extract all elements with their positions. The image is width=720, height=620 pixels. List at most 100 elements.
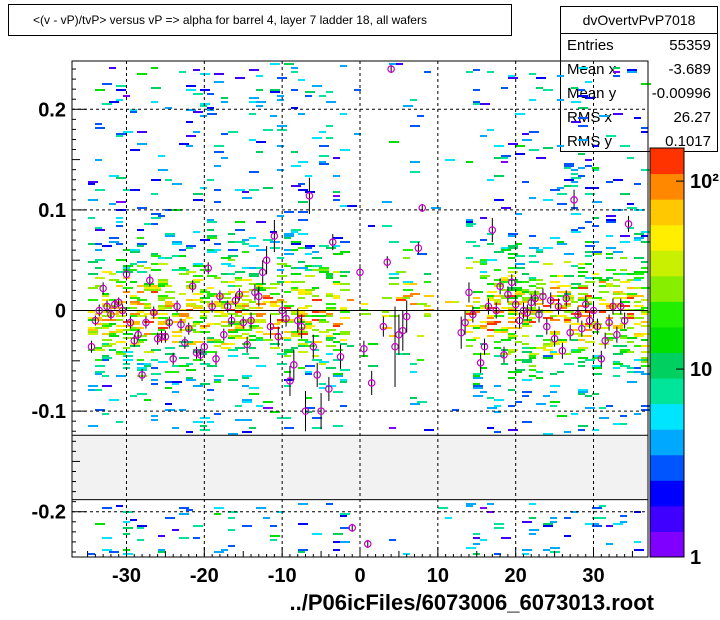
heatmap-cell — [340, 311, 350, 313]
heatmap-cell — [550, 275, 557, 277]
heatmap-cell — [473, 533, 480, 535]
heatmap-cell — [557, 341, 567, 343]
heatmap-cell — [340, 331, 350, 333]
profile-point — [457, 328, 465, 337]
heatmap-cell — [151, 193, 158, 195]
heatmap-cell — [333, 549, 340, 551]
heatmap-cell — [522, 391, 532, 393]
heatmap-cell — [578, 139, 588, 141]
profile-point — [122, 270, 131, 279]
heatmap-cell — [578, 285, 588, 287]
heatmap-cell — [634, 413, 641, 415]
heatmap-cell — [550, 353, 560, 355]
heatmap-cell — [620, 269, 627, 271]
heatmap-cell — [508, 77, 518, 79]
profile-point — [492, 306, 501, 315]
heatmap-cell — [319, 321, 329, 323]
heatmap-cell — [284, 307, 291, 309]
heatmap-cell — [319, 315, 329, 317]
heatmap-cell — [592, 393, 599, 395]
heatmap-cell — [291, 229, 301, 231]
heatmap-cell — [109, 67, 116, 69]
heatmap-cell — [109, 299, 116, 301]
heatmap-cell — [291, 67, 298, 69]
profile-point — [243, 340, 251, 349]
heatmap-cell — [207, 399, 214, 401]
heatmap-cell — [480, 321, 487, 323]
heatmap-cell — [242, 375, 252, 377]
heatmap-cell — [571, 329, 578, 331]
stats-label: Entries — [567, 37, 614, 54]
heatmap-cell — [172, 321, 182, 323]
heatmap-cell — [494, 411, 501, 413]
profile-point — [504, 290, 512, 299]
heatmap-cell — [123, 351, 133, 353]
heatmap-cell — [424, 429, 434, 431]
heatmap-cell — [641, 361, 648, 363]
heatmap-cell — [557, 187, 564, 189]
heatmap-cell — [333, 199, 340, 201]
heatmap-cell — [613, 313, 623, 315]
heatmap-cell — [319, 155, 329, 157]
heatmap-cell — [298, 79, 305, 81]
heatmap-cell — [221, 293, 231, 295]
heatmap-cell — [235, 285, 242, 287]
heatmap-cell — [95, 389, 102, 391]
heatmap-cell — [102, 345, 112, 347]
heatmap-cell — [193, 341, 203, 343]
heatmap-cell — [102, 385, 112, 387]
heatmap-cell — [151, 373, 161, 375]
heatmap-cell — [109, 241, 119, 243]
heatmap-cell — [158, 329, 165, 331]
heatmap-cell — [158, 321, 168, 323]
heatmap-cell — [207, 107, 214, 109]
heatmap-cell — [494, 285, 504, 287]
heatmap-cell — [564, 353, 571, 355]
heatmap-cell — [473, 261, 483, 263]
heatmap-cell — [326, 91, 333, 93]
profile-point — [387, 65, 395, 73]
heatmap-cell — [508, 297, 518, 299]
profile-point — [543, 322, 551, 331]
heatmap-cell — [585, 251, 592, 253]
heatmap-cell — [312, 349, 319, 351]
heatmap-cell — [214, 73, 224, 75]
heatmap-cell — [529, 309, 536, 311]
heatmap-cell — [606, 269, 616, 271]
heatmap-cell — [270, 231, 277, 233]
heatmap-cell — [487, 291, 497, 293]
heatmap-cell — [235, 311, 242, 313]
heatmap-cell — [473, 297, 480, 299]
heatmap-cell — [102, 293, 109, 295]
heatmap-cell — [186, 305, 193, 307]
heatmap-cell — [445, 301, 452, 303]
heatmap-cell — [536, 77, 546, 79]
heatmap-cell — [298, 261, 305, 263]
heatmap-cell — [109, 319, 119, 321]
heatmap-cell — [627, 227, 634, 229]
heatmap-cell — [284, 371, 291, 373]
heatmap-cell — [88, 287, 98, 289]
heatmap-cell — [515, 255, 525, 257]
heatmap-cell — [564, 253, 574, 255]
heatmap-cell — [116, 221, 123, 223]
heatmap-cell — [613, 291, 623, 293]
heatmap-cell — [410, 99, 417, 101]
heatmap-cell — [571, 177, 581, 179]
heatmap-cell — [228, 285, 238, 287]
heatmap-cell — [256, 313, 266, 315]
heatmap-cell — [585, 159, 592, 161]
heatmap-cell — [592, 507, 602, 509]
profile-point — [601, 336, 609, 345]
heatmap-cell — [158, 281, 168, 283]
heatmap-cell — [102, 245, 112, 247]
colorbar-segment — [650, 505, 684, 532]
heatmap-cell — [543, 199, 553, 201]
heatmap-cell — [235, 279, 245, 281]
heatmap-cell — [501, 339, 511, 341]
profile-point — [146, 276, 154, 285]
heatmap-cell — [599, 505, 606, 507]
heatmap-cell — [550, 373, 557, 375]
heatmap-cell — [613, 179, 623, 181]
heatmap-cell — [228, 349, 238, 351]
